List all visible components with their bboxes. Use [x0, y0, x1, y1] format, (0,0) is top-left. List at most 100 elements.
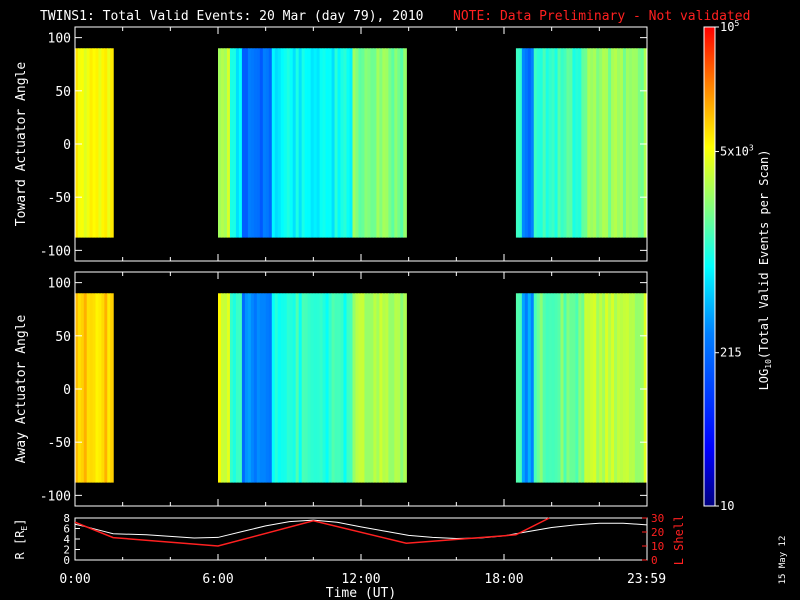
heatmap-cell — [289, 48, 294, 238]
colorbar: 105 5x103 215 10 LOG10(Total Valid Events p… — [703, 19, 773, 513]
time-tick-label: 6:00 — [202, 572, 233, 587]
heatmap-cell — [274, 293, 279, 483]
toward-panel: 100 50 0 -50 -100 Toward Actuator Angle — [14, 26, 648, 262]
heatmap-cell — [346, 48, 351, 238]
heatmap-cell — [385, 48, 389, 238]
heatmap-cell — [286, 48, 291, 238]
away-panel: 100 50 0 -50 -100 Away Actuator Angle — [14, 271, 648, 507]
heatmap-cell — [631, 293, 636, 483]
heatmap-cell — [539, 293, 544, 483]
heatmap-cell — [631, 48, 636, 238]
heatmap-cell — [313, 293, 318, 483]
heatmap-cell — [602, 48, 606, 238]
heatmap-cell — [605, 293, 609, 483]
heatmap-cell — [80, 48, 85, 238]
heatmap-cell — [554, 48, 559, 238]
heatmap-cell — [247, 293, 252, 483]
heatmap-cell — [83, 293, 88, 483]
heatmap-cell — [557, 293, 562, 483]
heatmap-cell — [319, 293, 324, 483]
heatmap-cell — [262, 293, 267, 483]
heatmap-cell — [343, 48, 348, 238]
heatmap-cell — [104, 293, 108, 483]
heatmap-cell — [376, 293, 380, 483]
colorbar-tick-label: 5x103 — [720, 144, 754, 159]
heatmap-cell — [382, 293, 386, 483]
heatmap-cell — [587, 48, 591, 238]
heatmap-cell — [521, 293, 526, 483]
heatmap-cell — [110, 48, 114, 238]
heatmap-cell — [521, 48, 526, 238]
heatmap-cell — [643, 48, 648, 238]
heatmap-cell — [400, 293, 404, 483]
heatmap-cell — [310, 48, 315, 238]
heatmap-cell — [617, 293, 621, 483]
y-tick-label: 0 — [63, 383, 71, 398]
heatmap-cell — [608, 48, 612, 238]
heatmap-cell — [280, 48, 285, 238]
heatmap-cell — [515, 293, 520, 483]
heatmap-cell — [388, 293, 392, 483]
heatmap-cell — [373, 48, 377, 238]
heatmap-cell — [593, 293, 597, 483]
heatmap-cell — [596, 293, 600, 483]
heatmap-cell — [241, 48, 246, 238]
heatmap-cell — [518, 48, 523, 238]
colorbar-ticks: 105 5x103 215 10 — [715, 19, 754, 513]
heatmap-cell — [584, 48, 588, 238]
heatmap-cell — [265, 293, 270, 483]
heatmap-cell — [578, 48, 582, 238]
heatmap-cell — [86, 48, 91, 238]
heatmap-cell — [313, 48, 318, 238]
heatmap-cell — [533, 48, 538, 238]
heatmap-cell — [328, 293, 333, 483]
heatmap-cell — [530, 48, 535, 238]
colorbar-tick-label: 10 — [720, 499, 734, 513]
heatmap-cell — [619, 293, 624, 483]
heatmap-cell — [307, 48, 312, 238]
heatmap-cell — [400, 48, 404, 238]
heatmap-cell — [223, 293, 228, 483]
heatmap-cell — [77, 293, 82, 483]
heatmap-cell — [340, 48, 345, 238]
l-shell-axis-label: L Shell — [672, 515, 686, 566]
heatmap-cell — [298, 293, 303, 483]
heatmap-cell — [370, 48, 375, 238]
heatmap-cell — [572, 293, 576, 483]
heatmap-cell — [247, 48, 252, 238]
heatmap-cell — [611, 293, 615, 483]
heatmap-cell — [569, 293, 574, 483]
heatmap-cell — [628, 293, 633, 483]
heatmap-cell — [403, 293, 407, 483]
away-heatmap — [75, 293, 648, 483]
heatmap-cell — [89, 48, 94, 238]
r-tick-label: 8 — [63, 512, 70, 525]
heatmap-cell — [298, 48, 303, 238]
heatmap-cell — [268, 48, 273, 238]
heatmap-cell — [280, 293, 285, 483]
heatmap-cell — [614, 293, 618, 483]
heatmap-cell — [578, 293, 582, 483]
heatmap-cell — [271, 48, 276, 238]
heatmap-cell — [241, 293, 246, 483]
time-tick-label: 12:00 — [341, 572, 380, 587]
heatmap-cell — [548, 293, 553, 483]
heatmap-cell — [319, 48, 324, 238]
heatmap-cell — [107, 48, 111, 238]
heatmap-cell — [542, 48, 547, 238]
heatmap-cell — [301, 293, 306, 483]
heatmap-cell — [283, 293, 288, 483]
heatmap-cell — [355, 48, 360, 238]
heatmap-cell — [110, 293, 114, 483]
heatmap-cell — [530, 293, 535, 483]
heatmap-cell — [515, 48, 520, 238]
heatmap-cell — [518, 293, 523, 483]
away-ylabel: Away Actuator Angle — [14, 314, 29, 463]
heatmap-cell — [289, 293, 294, 483]
heatmap-cell — [331, 48, 336, 238]
heatmap-cell — [358, 48, 363, 238]
heatmap-cell — [575, 48, 579, 238]
heatmap-cell — [560, 293, 565, 483]
heatmap-cell — [325, 48, 330, 238]
